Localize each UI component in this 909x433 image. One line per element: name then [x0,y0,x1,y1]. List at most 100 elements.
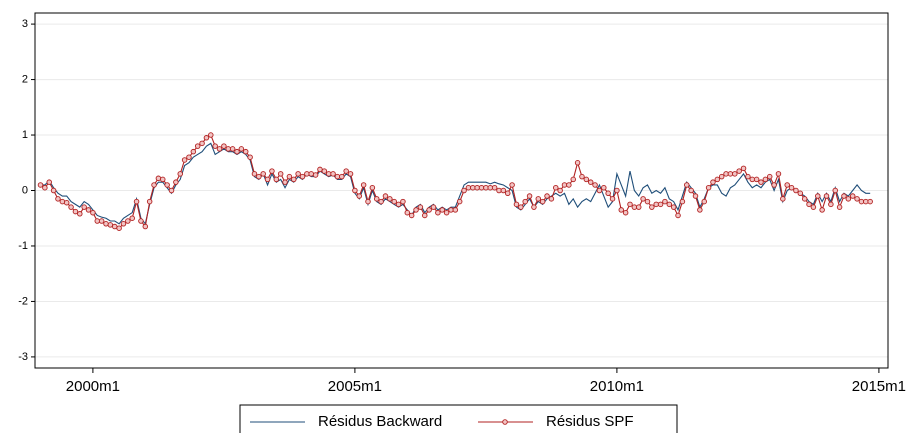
point [531,204,537,210]
point [173,179,179,185]
point [596,187,603,194]
point [439,207,445,213]
point [522,198,528,205]
point [474,184,480,191]
point [50,187,57,194]
point [242,148,249,155]
point [684,182,690,188]
point [347,171,354,177]
point [334,173,341,180]
point [59,198,66,205]
point [221,143,227,149]
point [566,182,572,188]
point [352,187,358,194]
point [98,218,105,224]
point [823,193,830,199]
point [308,171,314,177]
point [133,198,140,205]
point [692,193,699,199]
point [238,146,245,152]
x-tick-label: 2015m1 [852,378,906,395]
point [37,182,44,188]
point [465,184,472,191]
point [247,154,253,160]
point [736,168,742,174]
point [483,184,489,191]
series-line [40,142,871,226]
y-tick-label: 3 [22,18,28,30]
point [387,196,393,202]
point [697,207,703,213]
point [125,218,131,224]
y-tick-label: -1 [18,240,28,252]
point [815,193,821,199]
point [194,143,201,149]
point [404,209,411,216]
point [653,201,659,208]
point [199,140,205,147]
y-tick-label: -2 [18,295,28,307]
point [256,173,262,180]
point [601,184,607,191]
legend-marker [502,419,508,425]
point [68,204,74,210]
legend-label: Résidus SPF [546,413,634,430]
y-tick-label: 1 [22,129,28,141]
point [771,182,777,188]
point [526,193,533,199]
point [391,198,397,205]
point [422,212,428,219]
point [793,187,799,194]
point [640,196,646,202]
point [42,184,48,191]
point [273,176,280,183]
point [806,201,812,208]
point [208,132,214,138]
point [583,176,590,183]
x-tick-label: 2010m1 [590,378,644,395]
point [282,179,288,185]
point [539,198,546,205]
point [828,201,834,208]
point [605,190,611,197]
point [587,179,594,185]
point [749,176,756,183]
y-tick-label: 2 [22,73,28,85]
point [164,182,170,188]
point [858,198,865,205]
point [229,146,236,152]
point [854,196,860,202]
point [714,176,721,183]
point [513,201,520,208]
point [553,184,559,191]
point [635,204,642,210]
point [500,187,507,194]
point [317,166,323,173]
point [186,154,192,160]
point [151,182,157,188]
point [544,193,550,199]
legend-label: Résidus Backward [318,413,442,430]
point [85,207,92,213]
point [277,171,284,177]
point [216,146,223,152]
point [330,171,336,177]
point [81,204,87,210]
point [203,135,210,141]
point [299,173,306,180]
point [234,148,240,155]
point [631,204,638,210]
point [72,208,79,215]
point [339,173,345,180]
point [46,179,52,185]
point [430,204,437,210]
point [321,168,328,174]
point [435,209,441,216]
y-tick-label: 0 [22,184,28,196]
x-tick-label: 2005m1 [328,378,382,395]
point [797,190,804,197]
point [146,198,153,205]
point [775,171,782,177]
legend-box [239,404,678,433]
point [810,204,817,210]
